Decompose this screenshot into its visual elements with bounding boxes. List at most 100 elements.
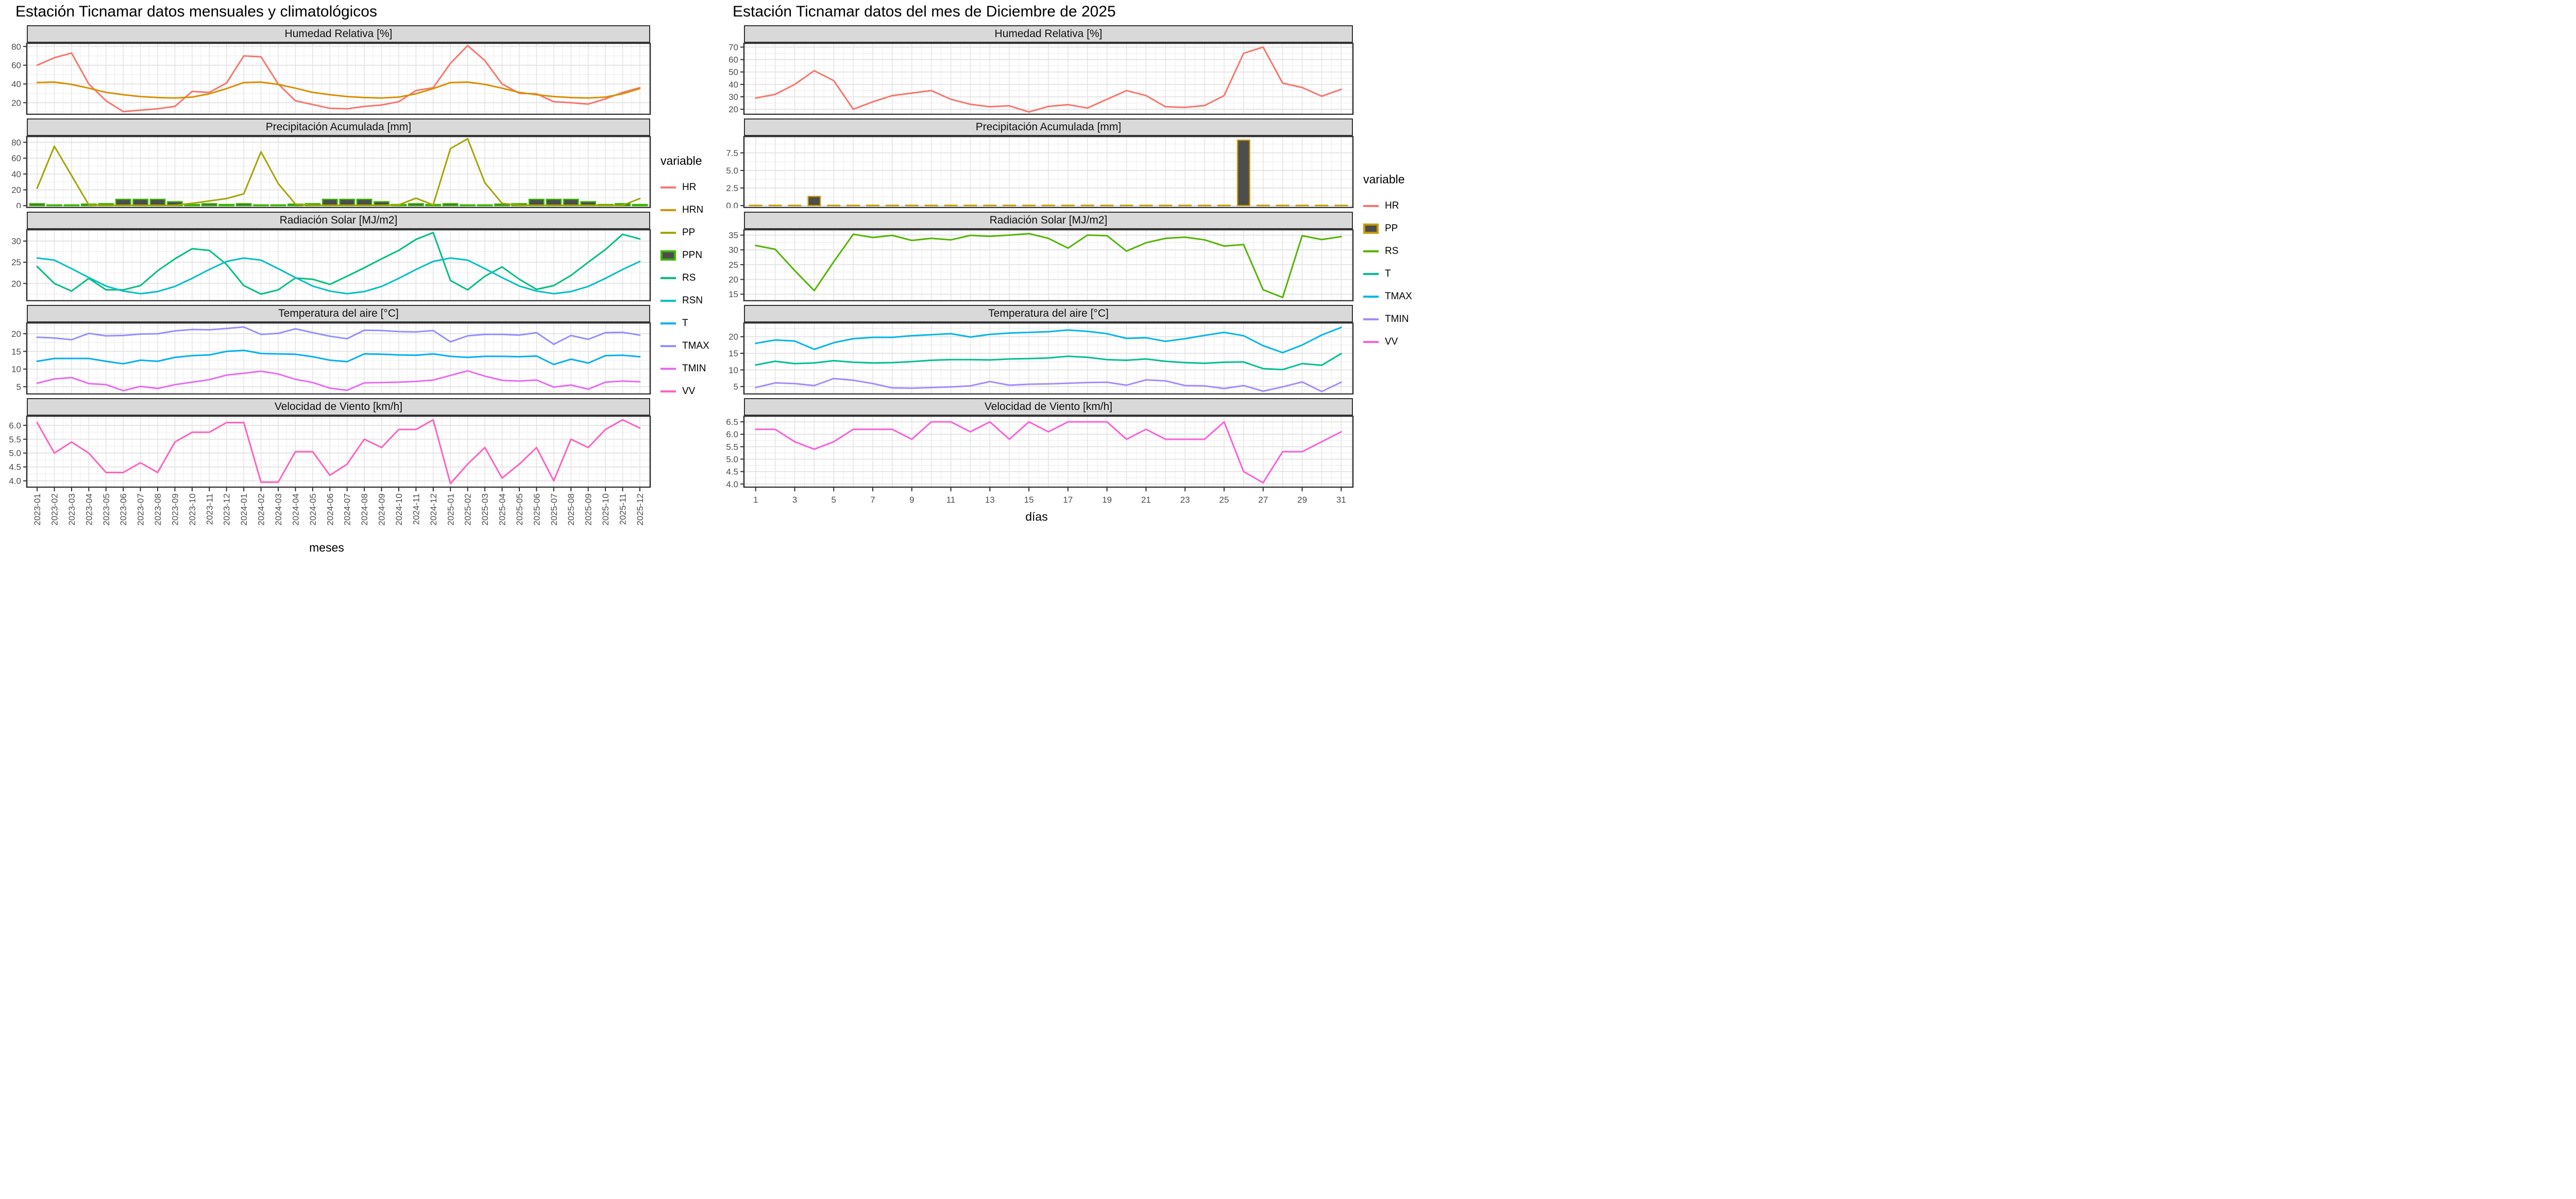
figure-monthly-x-axis: 2023-01 2023-02 2023-03 2023-04 2023-05 2023-… bbox=[0, 488, 653, 540]
x-tick-label: 2025-07 bbox=[549, 493, 559, 525]
bar-PP bbox=[885, 204, 899, 207]
legend-key-line-icon bbox=[1363, 296, 1379, 298]
x-tick-label: 11 bbox=[946, 495, 956, 505]
facet-monthly-4: Temperatura del aire [°C] 5 10 15 20 bbox=[0, 305, 653, 395]
bar-PP bbox=[924, 204, 938, 207]
legend-key-line-icon bbox=[660, 186, 676, 189]
legend-key-line-icon bbox=[660, 345, 676, 347]
x-tick-label: 5 bbox=[832, 495, 836, 505]
bar-PP bbox=[866, 204, 879, 207]
bar-PP bbox=[1217, 204, 1231, 207]
legend-item-PPN: PPN bbox=[660, 250, 717, 261]
facet-strip-title: Precipitación Acumulada [mm] bbox=[27, 118, 650, 136]
legend-item-VV: VV bbox=[660, 386, 717, 397]
legend-label: PP bbox=[682, 227, 696, 238]
bar-PPN bbox=[477, 204, 493, 207]
x-tick-label: 31 bbox=[1336, 495, 1346, 505]
bar-PPN bbox=[442, 203, 459, 207]
legend-label: HR bbox=[682, 182, 697, 193]
x-tick-label: 21 bbox=[1141, 495, 1151, 505]
y-tick-label: 20 bbox=[11, 329, 21, 339]
x-tick-label: 2024-07 bbox=[343, 493, 352, 525]
legend-item-VV: VV bbox=[1363, 336, 1416, 348]
legend-label: T bbox=[682, 318, 688, 329]
legend-key-line-icon bbox=[660, 368, 676, 370]
x-tick-label: 2024-02 bbox=[257, 493, 266, 525]
facet-plot: 15 20 25 30 35 bbox=[728, 229, 1354, 301]
facet-strip-title: Humedad Relativa [%] bbox=[27, 25, 650, 43]
x-axis-svg: 1 3 5 7 9 11 13 15 17 19 21 23 25 27 29 31 bbox=[753, 488, 1346, 505]
figure-daily-x-axis-title: días bbox=[1025, 510, 1048, 523]
bar-PP bbox=[1080, 204, 1094, 207]
y-tick-label: 40 bbox=[11, 79, 21, 89]
x-tick-label: 2024-10 bbox=[394, 493, 404, 525]
legend-key-line-icon bbox=[660, 322, 676, 324]
y-tick-label: 15 bbox=[728, 349, 738, 358]
facet-plot: 20 30 40 50 60 70 bbox=[728, 43, 1354, 115]
y-tick-label: 30 bbox=[728, 92, 738, 102]
y-tick-label: 4.0 bbox=[9, 476, 21, 486]
legend-label: HR bbox=[1385, 200, 1399, 211]
x-tick-label: 2025-04 bbox=[498, 493, 507, 525]
legend-key-line-icon bbox=[1363, 273, 1379, 275]
bar-PP bbox=[1295, 204, 1309, 207]
x-tick-label: 2024-04 bbox=[291, 493, 300, 525]
y-tick-label: 40 bbox=[11, 169, 21, 179]
legend-item-RS: RS bbox=[660, 272, 717, 284]
legend-key-line-icon bbox=[1363, 250, 1379, 252]
figure-monthly-title: Estación Ticnamar datos mensuales y clim… bbox=[15, 3, 377, 20]
y-tick-label: 5.0 bbox=[726, 166, 738, 176]
figure-daily-legend: variable HR PP RS T TMAX TMIN VV bbox=[1356, 2, 1416, 524]
x-tick-label: 2025-12 bbox=[635, 493, 645, 525]
line-TMIN bbox=[755, 378, 1342, 392]
y-tick-label: 60 bbox=[11, 153, 21, 163]
legend-item-TMAX: TMAX bbox=[1363, 291, 1416, 302]
bar-PP bbox=[1178, 204, 1192, 207]
line-TMIN bbox=[36, 370, 641, 391]
y-tick-label: 0 bbox=[16, 201, 21, 208]
x-tick-label: 2024-12 bbox=[429, 493, 438, 525]
y-tick-label: 6.0 bbox=[726, 430, 738, 439]
facet-daily-5: Velocidad de Viento [km/h] 4.0 4.5 5.0 5.5 6.… bbox=[717, 398, 1356, 488]
bar-PP bbox=[1022, 204, 1036, 207]
y-tick-label: 80 bbox=[11, 43, 21, 52]
legend-label: VV bbox=[1385, 336, 1398, 347]
legend-label: VV bbox=[682, 386, 696, 397]
y-tick-label: 60 bbox=[11, 61, 21, 71]
bar-PP bbox=[1139, 204, 1153, 207]
facet-monthly-2: Precipitación Acumulada [mm] 0 20 40 60 80 bbox=[0, 118, 653, 208]
facet-plot: 20 25 30 bbox=[11, 229, 651, 301]
x-tick-label: 29 bbox=[1297, 495, 1307, 505]
bar-PP bbox=[1061, 204, 1075, 207]
figure-daily-main: Estación Ticnamar datos del mes de Dicie… bbox=[717, 2, 1356, 524]
x-tick-label: 2023-11 bbox=[205, 493, 214, 525]
y-tick-label: 30 bbox=[11, 236, 21, 246]
line-PP bbox=[36, 138, 641, 207]
x-tick-label: 17 bbox=[1063, 495, 1073, 505]
y-tick-label: 20 bbox=[11, 98, 21, 108]
bar-PP bbox=[905, 204, 919, 207]
figure-daily-panels: Humedad Relativa [%] 20 30 40 50 60 70 Precipit… bbox=[717, 25, 1356, 488]
bar-PPN bbox=[460, 204, 476, 207]
x-tick-label: 2024-01 bbox=[239, 493, 249, 525]
x-tick-label: 9 bbox=[909, 495, 914, 505]
line-TMAX bbox=[36, 326, 641, 345]
y-tick-label: 5 bbox=[734, 382, 738, 392]
figure-monthly-main: Estación Ticnamar datos mensuales y clim… bbox=[0, 2, 653, 555]
facet-strip-title: Velocidad de Viento [km/h] bbox=[744, 398, 1353, 416]
legend-label: RS bbox=[682, 272, 696, 283]
facet-strip-title: Radiación Solar [MJ/m2] bbox=[744, 212, 1353, 229]
bar-PP bbox=[963, 204, 977, 207]
y-tick-label: 20 bbox=[11, 279, 21, 288]
facet-strip-title: Temperatura del aire [°C] bbox=[744, 305, 1353, 322]
legend-item-RS: RS bbox=[1363, 246, 1416, 257]
x-tick-label: 3 bbox=[792, 495, 797, 505]
bar-PPN bbox=[218, 203, 235, 207]
legend-item-TMAX: TMAX bbox=[660, 340, 717, 352]
bar-PPN bbox=[63, 204, 80, 207]
x-tick-label: 2025-01 bbox=[446, 493, 455, 525]
y-tick-label: 20 bbox=[11, 185, 21, 195]
legend-item-PP: PP bbox=[1363, 223, 1416, 234]
legend-label: TMIN bbox=[682, 363, 706, 374]
y-tick-label: 70 bbox=[728, 43, 738, 52]
